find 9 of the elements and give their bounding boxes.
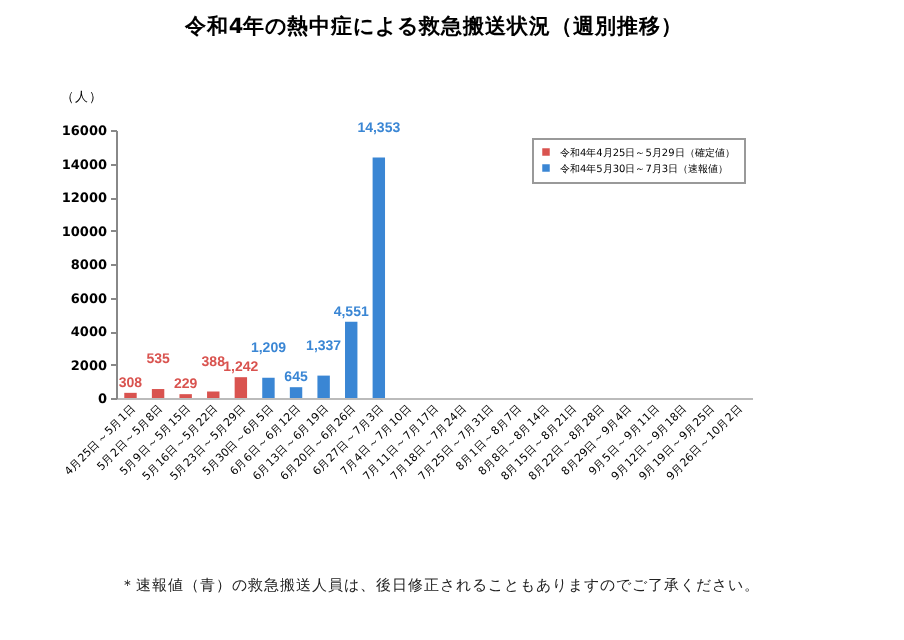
- bar: [289, 387, 303, 398]
- bar: [372, 157, 386, 398]
- bar: [124, 392, 137, 398]
- chart-title: 令和4年の熱中症による救急搬送状況（週別推移）: [182, 13, 684, 39]
- bar: [317, 375, 330, 398]
- bar: [345, 321, 358, 398]
- bar: [234, 377, 248, 398]
- bar: [262, 377, 275, 398]
- bar: [151, 389, 165, 398]
